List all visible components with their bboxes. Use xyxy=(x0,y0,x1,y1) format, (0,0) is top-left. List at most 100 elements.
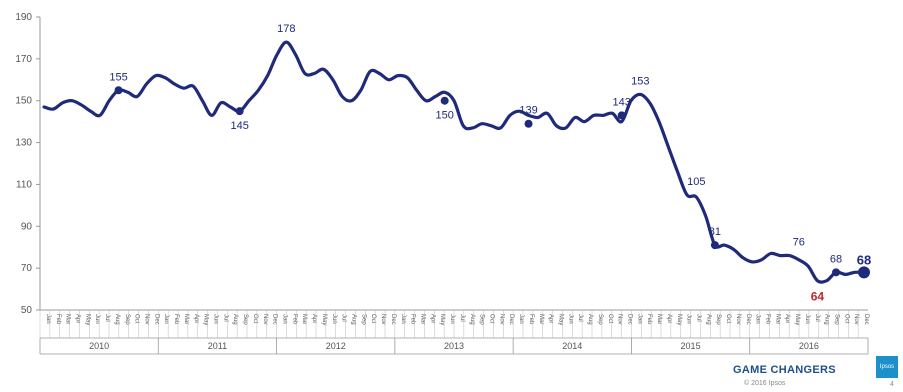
logo-text: Ipsos xyxy=(879,364,895,370)
month-tick-label: Jun xyxy=(213,314,219,324)
year-label: 2013 xyxy=(444,341,464,351)
year-label: 2015 xyxy=(681,341,701,351)
month-tick-label: Mar xyxy=(538,314,544,324)
month-tick-label: Apr xyxy=(784,314,790,323)
year-label: 2011 xyxy=(208,341,227,351)
month-tick-label: Jan xyxy=(518,314,524,324)
month-tick-label: Oct xyxy=(252,314,258,324)
data-label: 105 xyxy=(687,176,705,188)
y-tick-label: 110 xyxy=(16,179,32,190)
ipsos-logo: Ipsos xyxy=(876,356,898,378)
y-tick-label: 130 xyxy=(15,138,32,149)
data-label: 68 xyxy=(830,253,842,265)
page-number: 4 xyxy=(890,381,894,388)
month-tick-label: Sep xyxy=(124,314,130,325)
month-tick-label: Feb xyxy=(528,314,534,325)
month-tick-label: May xyxy=(84,314,90,325)
footer-title: GAME CHANGERS xyxy=(733,364,836,376)
month-tick-label: Oct xyxy=(489,314,495,324)
month-tick-label: Mar xyxy=(65,314,71,324)
month-tick-label: Dec xyxy=(153,314,159,325)
month-tick-label: Aug xyxy=(114,314,120,325)
month-tick-label: Jul xyxy=(814,314,820,322)
y-tick-label: 170 xyxy=(15,54,32,65)
month-tick-label: Nov xyxy=(144,314,150,325)
month-tick-label: Feb xyxy=(410,314,416,325)
month-tick-label: May xyxy=(676,314,682,325)
month-tick-label: Oct xyxy=(134,314,140,324)
data-point-marker xyxy=(440,96,449,105)
month-tick-label: Feb xyxy=(291,314,297,325)
month-tick-label: Dec xyxy=(390,314,396,325)
month-tick-label: Apr xyxy=(193,314,199,323)
data-label: 145 xyxy=(231,120,249,132)
month-tick-label: Dec xyxy=(863,314,869,325)
month-tick-label: Jul xyxy=(222,314,228,322)
data-label: 139 xyxy=(519,105,537,117)
y-tick-label: 50 xyxy=(21,305,33,316)
data-label: 150 xyxy=(436,110,454,122)
footer-copyright: © 2016 Ipsos xyxy=(744,380,786,387)
month-tick-label: Jan xyxy=(636,314,642,324)
month-tick-label: Dec xyxy=(745,314,751,325)
month-tick-label: Jul xyxy=(696,314,702,322)
y-tick-label: 70 xyxy=(21,263,33,274)
month-tick-label: May xyxy=(203,314,209,325)
month-tick-label: Aug xyxy=(587,314,593,325)
year-label: 2016 xyxy=(799,341,819,351)
month-tick-label: Apr xyxy=(429,314,435,323)
month-tick-label: Jul xyxy=(577,314,583,322)
data-label: 68 xyxy=(857,252,871,267)
data-point-marker xyxy=(832,268,841,277)
month-tick-label: Jun xyxy=(804,314,810,324)
month-tick-label: Dec xyxy=(508,314,514,325)
data-point-marker xyxy=(235,107,244,116)
month-tick-label: Oct xyxy=(725,314,731,324)
month-tick-label: Sep xyxy=(479,314,485,325)
month-tick-label: Oct xyxy=(607,314,613,324)
month-tick-label: Aug xyxy=(469,314,475,325)
month-tick-label: Aug xyxy=(824,314,830,325)
year-label: 2010 xyxy=(89,341,109,351)
data-label: 155 xyxy=(109,71,127,83)
month-tick-label: May xyxy=(439,314,445,325)
month-tick-label: Oct xyxy=(843,314,849,324)
month-tick-label: Jun xyxy=(449,314,455,324)
month-tick-label: Apr xyxy=(311,314,317,323)
data-label: 153 xyxy=(631,75,649,87)
data-point-marker xyxy=(710,241,719,250)
month-tick-label: Jul xyxy=(104,314,110,322)
data-label: 64 xyxy=(811,290,825,304)
data-label: 178 xyxy=(277,23,295,35)
month-tick-label: Feb xyxy=(173,314,179,325)
month-tick-label: May xyxy=(794,314,800,325)
data-point-marker xyxy=(617,111,626,120)
month-tick-label: Jan xyxy=(400,314,406,324)
month-tick-label: Jan xyxy=(45,314,51,324)
data-point-marker xyxy=(858,266,870,279)
month-tick-label: Jun xyxy=(567,314,573,324)
month-tick-label: Oct xyxy=(370,314,376,324)
month-tick-label: Dec xyxy=(627,314,633,325)
data-label: 143 xyxy=(613,96,631,108)
month-tick-label: Jul xyxy=(459,314,465,322)
month-tick-label: Dec xyxy=(272,314,278,325)
data-label: 81 xyxy=(709,226,721,238)
month-tick-label: Nov xyxy=(617,314,623,325)
month-tick-label: Nov xyxy=(735,314,741,325)
month-tick-label: Feb xyxy=(55,314,61,325)
month-tick-label: Mar xyxy=(656,314,662,324)
month-tick-label: Aug xyxy=(351,314,357,325)
y-tick-label: 190 xyxy=(15,12,32,23)
series-line xyxy=(42,40,866,284)
month-tick-label: Sep xyxy=(360,314,366,325)
month-tick-label: Mar xyxy=(774,314,780,324)
month-tick-label: Nov xyxy=(853,314,859,325)
y-tick-label: 90 xyxy=(21,221,33,232)
month-tick-label: Apr xyxy=(548,314,554,323)
month-tick-label: Nov xyxy=(498,314,504,325)
month-tick-label: May xyxy=(558,314,564,325)
y-tick-label: 150 xyxy=(15,96,32,107)
year-label: 2012 xyxy=(326,341,346,351)
